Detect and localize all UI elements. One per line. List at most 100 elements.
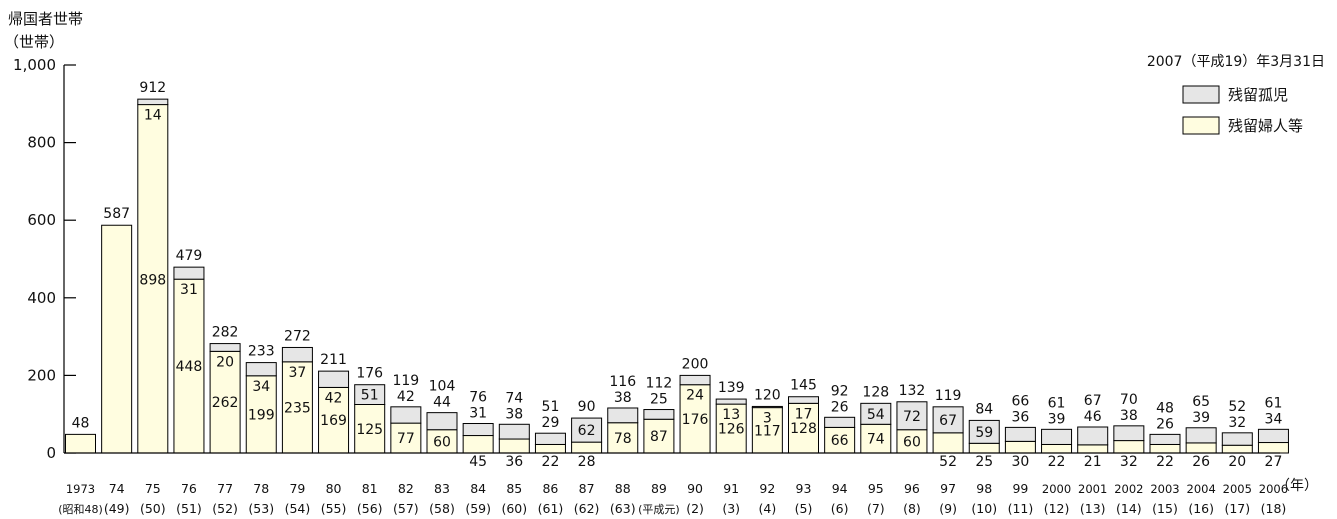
resident-value-label: 169 — [320, 413, 347, 429]
orphan-value-label: 38 — [505, 406, 523, 422]
orphan-value-label: 51 — [361, 388, 379, 404]
bar-resident-98 — [968, 442, 1000, 454]
total-label: 119 — [392, 373, 419, 389]
x-subtick-label: (56) — [357, 501, 383, 516]
resident-value-label: 30 — [1011, 454, 1029, 470]
x-tick-label: 2005 — [1223, 482, 1252, 496]
bar-orphan-96 — [896, 401, 928, 431]
x-subtick-label: (61) — [538, 501, 564, 516]
bar-orphan-78 — [245, 362, 277, 377]
bar-orphan-2004 — [1185, 427, 1217, 444]
x-subtick-label: (3) — [722, 501, 740, 516]
bar-resident-89 — [643, 418, 675, 454]
bar-group-80: 169 42 211 — [318, 352, 350, 454]
x-tick-label: 76 — [181, 481, 197, 496]
y-tick-label: 600 — [27, 211, 56, 229]
x-subtick-label: (17) — [1224, 501, 1250, 516]
bar-group-78: 199 34 233 — [245, 344, 277, 454]
total-label: 48 — [1156, 400, 1174, 416]
orphan-value-label: 24 — [686, 388, 704, 404]
resident-value-label: 22 — [1156, 454, 1174, 470]
x-subtick-label: (5) — [795, 501, 813, 516]
orphan-value-label: 34 — [1265, 411, 1283, 427]
x-subtick-label: (7) — [867, 501, 885, 516]
orphan-value-label: 31 — [180, 282, 198, 298]
total-label: 65 — [1192, 394, 1210, 410]
total-label: 112 — [646, 376, 673, 392]
resident-value-label: 32 — [1120, 454, 1138, 470]
legend-swatch — [1182, 116, 1220, 135]
total-label: 211 — [320, 352, 347, 368]
x-subtick-label: (11) — [1008, 501, 1034, 516]
bar-orphan-82 — [390, 406, 422, 424]
resident-value-label: 22 — [542, 454, 560, 470]
orphan-value-label: 72 — [903, 409, 921, 425]
total-label: 70 — [1120, 392, 1138, 408]
x-subtick-label: (59) — [465, 501, 491, 516]
resident-value-label: 45 — [469, 454, 487, 470]
orphan-value-label: 42 — [397, 389, 415, 405]
x-tick-label: 94 — [832, 481, 848, 496]
orphan-value-label: 54 — [867, 407, 885, 423]
resident-value-label: 448 — [176, 359, 203, 375]
total-label: 119 — [935, 388, 962, 404]
orphan-value-label: 67 — [939, 413, 957, 429]
bar-orphan-86 — [534, 432, 566, 445]
bar-resident-92 — [751, 407, 783, 454]
bar-resident-2004 — [1185, 442, 1217, 454]
x-tick-label: 92 — [759, 481, 775, 496]
bar-resident-2005 — [1221, 444, 1253, 454]
orphan-value-label: 32 — [1228, 415, 1246, 431]
bar-group-97: 52 67 119 — [932, 388, 964, 470]
y-axis: 0 200 400 600 800 1,000 — [13, 56, 76, 462]
bar-group-90: 176 24 200 — [679, 356, 711, 454]
total-label: 120 — [754, 387, 781, 403]
y-axis-unit: （世帯） — [4, 33, 64, 51]
total-label: 479 — [176, 248, 203, 264]
orphan-value-label: 59 — [975, 425, 993, 441]
orphan-value-label: 38 — [1120, 408, 1138, 424]
x-axis: 1973 (昭和48) 74 (49) 75 (50) 76 (51) 77 (52) 78 (53)… — [58, 481, 1288, 516]
total-label: 128 — [862, 384, 889, 400]
resident-value-label: 26 — [1192, 454, 1210, 470]
x-subtick-label: (60) — [501, 501, 527, 516]
bar-resident-80 — [318, 386, 350, 454]
x-tick-label: 82 — [398, 481, 414, 496]
x-tick-label: 81 — [362, 481, 378, 496]
x-subtick-label: (4) — [758, 501, 776, 516]
bar-orphan-2000 — [1041, 428, 1073, 445]
y-tick-label: 0 — [46, 444, 56, 462]
bar-resident-77 — [209, 350, 241, 454]
x-tick-label: 2002 — [1114, 482, 1143, 496]
chart-title: 帰国者世帯 — [8, 10, 83, 28]
bar-orphan-2002 — [1113, 425, 1145, 442]
x-tick-label: 2000 — [1042, 482, 1071, 496]
total-label: 92 — [831, 383, 849, 399]
total-label: 48 — [72, 415, 90, 431]
bar-group-87: 28 62 90 — [571, 399, 603, 470]
x-tick-label: 78 — [253, 481, 269, 496]
bar-group-74: 587 — [101, 206, 133, 454]
bar-orphan-94 — [824, 416, 856, 428]
bar-resident-2000 — [1041, 443, 1073, 454]
resident-value-label: 87 — [650, 429, 668, 445]
orphan-value-label: 39 — [1048, 411, 1066, 427]
orphan-value-label: 46 — [1084, 409, 1102, 425]
total-label: 272 — [284, 328, 311, 344]
bar-group-96: 60 72 132 — [896, 383, 928, 454]
bar-orphan-76 — [173, 266, 205, 280]
bar-orphan-2005 — [1221, 432, 1253, 446]
legend-label: 残留婦人等 — [1228, 117, 1303, 135]
resident-value-label: 74 — [867, 432, 885, 448]
resident-value-label: 25 — [975, 454, 993, 470]
orphan-value-label: 26 — [1156, 416, 1174, 432]
bar-resident-95 — [860, 423, 892, 454]
resident-value-label: 22 — [1048, 454, 1066, 470]
orphan-value-label: 3 — [763, 411, 772, 427]
x-tick-label: 91 — [723, 481, 739, 496]
x-subtick-label: (58) — [429, 501, 455, 516]
bar-resident-86 — [534, 443, 566, 454]
